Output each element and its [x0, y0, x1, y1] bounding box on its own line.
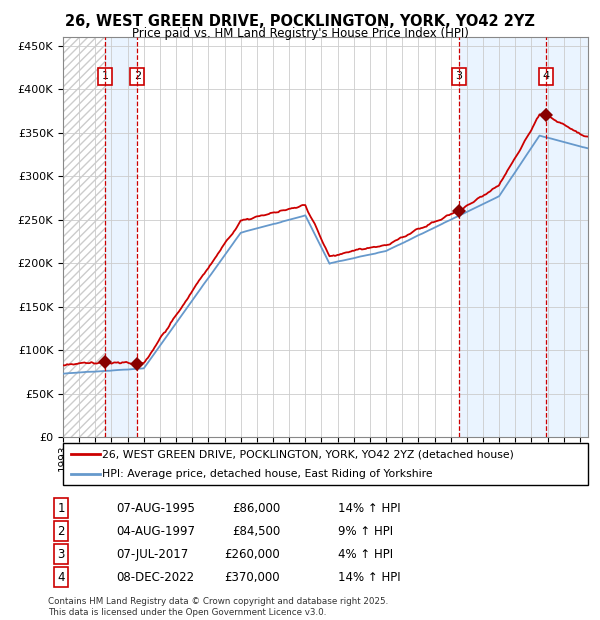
- Text: 08-DEC-2022: 08-DEC-2022: [116, 571, 195, 584]
- Bar: [63, 37, 105, 437]
- Text: 04-AUG-1997: 04-AUG-1997: [116, 525, 196, 538]
- Text: 26, WEST GREEN DRIVE, POCKLINGTON, YORK, YO42 2YZ (detached house): 26, WEST GREEN DRIVE, POCKLINGTON, YORK,…: [103, 449, 514, 459]
- Text: £370,000: £370,000: [224, 571, 280, 584]
- Text: 07-JUL-2017: 07-JUL-2017: [116, 548, 189, 560]
- Text: 2: 2: [134, 71, 141, 81]
- Text: 26, WEST GREEN DRIVE, POCKLINGTON, YORK, YO42 2YZ: 26, WEST GREEN DRIVE, POCKLINGTON, YORK,…: [65, 14, 535, 29]
- Bar: [137, 37, 459, 437]
- Text: 1: 1: [101, 71, 109, 81]
- Text: 1: 1: [58, 502, 65, 515]
- Text: 3: 3: [58, 548, 65, 560]
- Text: £86,000: £86,000: [232, 502, 280, 515]
- Text: Contains HM Land Registry data © Crown copyright and database right 2025.
This d: Contains HM Land Registry data © Crown c…: [48, 598, 388, 617]
- Text: 4: 4: [543, 71, 550, 81]
- Text: 4: 4: [58, 571, 65, 584]
- FancyBboxPatch shape: [63, 443, 588, 485]
- Text: 2: 2: [58, 525, 65, 538]
- Text: 4% ↑ HPI: 4% ↑ HPI: [338, 548, 394, 560]
- Bar: [547, 37, 588, 437]
- Text: 3: 3: [455, 71, 462, 81]
- Text: HPI: Average price, detached house, East Riding of Yorkshire: HPI: Average price, detached house, East…: [103, 469, 433, 479]
- Text: 9% ↑ HPI: 9% ↑ HPI: [338, 525, 394, 538]
- Bar: [105, 37, 137, 437]
- Bar: [63, 37, 105, 437]
- Text: £84,500: £84,500: [232, 525, 280, 538]
- Text: 07-AUG-1995: 07-AUG-1995: [116, 502, 196, 515]
- Text: Price paid vs. HM Land Registry's House Price Index (HPI): Price paid vs. HM Land Registry's House …: [131, 27, 469, 40]
- Bar: [459, 37, 547, 437]
- Text: £260,000: £260,000: [224, 548, 280, 560]
- Text: 14% ↑ HPI: 14% ↑ HPI: [338, 571, 401, 584]
- Text: 14% ↑ HPI: 14% ↑ HPI: [338, 502, 401, 515]
